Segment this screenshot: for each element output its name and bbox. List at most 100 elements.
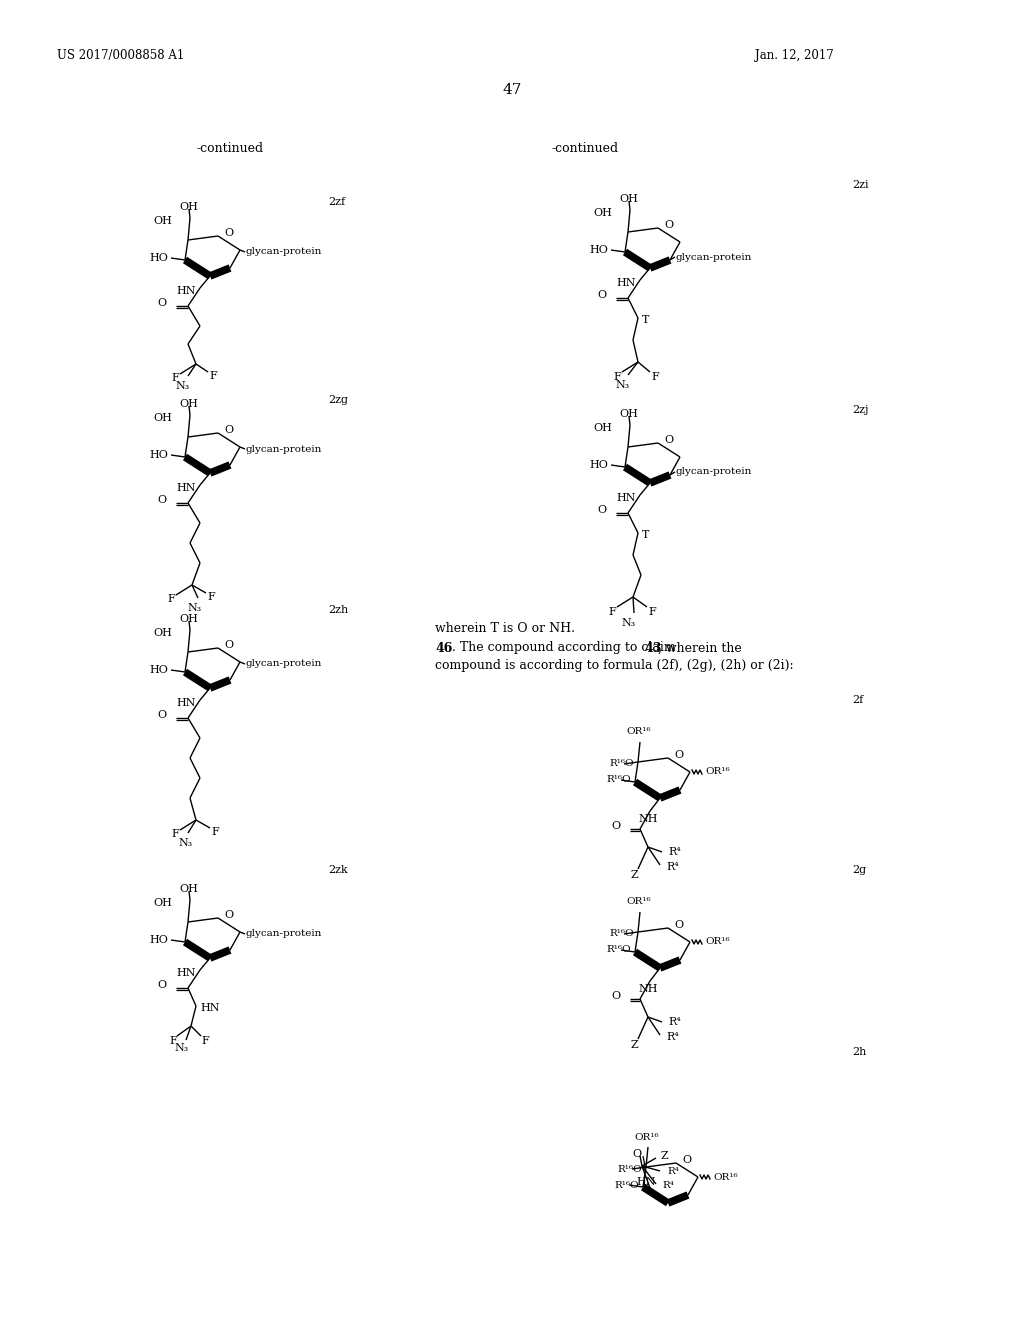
Text: N₃: N₃ (187, 603, 202, 612)
Text: wherein T is O or NH.: wherein T is O or NH. (435, 622, 575, 635)
Text: OH: OH (154, 898, 172, 908)
Text: N₃: N₃ (179, 838, 194, 847)
Text: O: O (597, 290, 606, 300)
Text: OH: OH (154, 216, 172, 226)
Text: NH: NH (638, 983, 657, 994)
Text: Z: Z (630, 870, 638, 880)
Text: HO: HO (150, 253, 168, 263)
Text: O: O (611, 991, 620, 1001)
Text: glycan-protein: glycan-protein (676, 467, 753, 477)
Text: O: O (157, 979, 166, 990)
Text: HN: HN (616, 279, 636, 288)
Text: O: O (664, 220, 673, 230)
Text: HO: HO (150, 935, 168, 945)
Text: R⁴: R⁴ (668, 1016, 681, 1027)
Text: HO: HO (150, 665, 168, 675)
Text: O: O (597, 506, 606, 515)
Text: F: F (211, 828, 219, 837)
Text: O: O (157, 495, 166, 506)
Text: O: O (157, 710, 166, 719)
Text: -continued: -continued (552, 141, 618, 154)
Text: HN: HN (176, 286, 196, 296)
Text: 2zh: 2zh (328, 605, 348, 615)
Text: OR¹⁶: OR¹⁶ (713, 1172, 737, 1181)
Text: 47: 47 (503, 83, 521, 96)
Text: HN: HN (616, 492, 636, 503)
Text: Jan. 12, 2017: Jan. 12, 2017 (755, 49, 834, 62)
Text: F: F (608, 607, 615, 616)
Text: F: F (169, 1036, 177, 1045)
Text: . The compound according to claim: . The compound according to claim (452, 642, 680, 655)
Text: T: T (642, 315, 649, 325)
Text: OR¹⁶: OR¹⁶ (705, 767, 730, 776)
Text: 43: 43 (644, 642, 662, 655)
Text: 2zf: 2zf (328, 197, 345, 207)
Text: glycan-protein: glycan-protein (676, 252, 753, 261)
Text: F: F (209, 371, 217, 381)
Text: OH: OH (154, 628, 172, 638)
Text: 2zg: 2zg (328, 395, 348, 405)
Text: , wherein the: , wherein the (658, 642, 741, 655)
Text: HO: HO (150, 450, 168, 459)
Text: OR¹⁶: OR¹⁶ (705, 937, 730, 946)
Text: OH: OH (620, 409, 638, 418)
Text: HO: HO (589, 246, 608, 255)
Text: OR¹⁶: OR¹⁶ (627, 727, 651, 737)
Text: Z: Z (630, 1040, 638, 1049)
Text: OH: OH (620, 194, 638, 205)
Text: HN: HN (200, 1003, 219, 1012)
Text: 2zj: 2zj (852, 405, 868, 414)
Text: glycan-protein: glycan-protein (246, 929, 323, 939)
Text: O: O (611, 821, 620, 832)
Text: 46: 46 (435, 642, 453, 655)
Text: OH: OH (179, 399, 199, 409)
Text: R⁴: R⁴ (667, 1167, 679, 1176)
Text: 2f: 2f (852, 696, 863, 705)
Text: O: O (157, 298, 166, 308)
Text: glycan-protein: glycan-protein (246, 660, 323, 668)
Text: T: T (642, 531, 649, 540)
Text: R⁴: R⁴ (668, 847, 681, 857)
Text: F: F (171, 374, 179, 383)
Text: OR¹⁶: OR¹⁶ (627, 898, 651, 907)
Text: OH: OH (179, 884, 199, 894)
Text: 2h: 2h (852, 1047, 866, 1057)
Text: O: O (224, 425, 233, 436)
Text: R¹⁶O: R¹⁶O (617, 1164, 642, 1173)
Text: O: O (224, 909, 233, 920)
Text: R¹⁶O: R¹⁶O (606, 776, 631, 784)
Text: HN: HN (176, 968, 196, 978)
Text: N₃: N₃ (622, 618, 636, 628)
Text: Z: Z (660, 1151, 668, 1162)
Text: NH: NH (638, 814, 657, 824)
Text: F: F (207, 591, 215, 602)
Text: O: O (674, 920, 683, 931)
Text: O: O (224, 228, 233, 238)
Text: HN: HN (176, 483, 196, 492)
Text: 2g: 2g (852, 865, 866, 875)
Text: OH: OH (593, 209, 612, 218)
Text: F: F (648, 607, 656, 616)
Text: compound is according to formula (2f), (2g), (2h) or (2i):: compound is according to formula (2f), (… (435, 660, 794, 672)
Text: O: O (664, 436, 673, 445)
Text: R¹⁶O: R¹⁶O (606, 945, 631, 954)
Text: R⁴: R⁴ (662, 1181, 674, 1191)
Text: HN: HN (636, 1177, 655, 1187)
Text: F: F (201, 1036, 209, 1045)
Text: R¹⁶O: R¹⁶O (609, 759, 634, 768)
Text: 2zk: 2zk (328, 865, 348, 875)
Text: O: O (682, 1155, 691, 1166)
Text: N₃: N₃ (176, 381, 190, 391)
Text: F: F (167, 594, 175, 605)
Text: glycan-protein: glycan-protein (246, 445, 323, 454)
Text: N₃: N₃ (615, 380, 630, 389)
Text: N₃: N₃ (175, 1043, 189, 1053)
Text: O: O (633, 1148, 642, 1159)
Text: R¹⁶O: R¹⁶O (609, 929, 634, 939)
Text: OH: OH (179, 614, 199, 624)
Text: HN: HN (176, 698, 196, 708)
Text: -continued: -continued (197, 141, 263, 154)
Text: OH: OH (179, 202, 199, 213)
Text: F: F (171, 829, 179, 840)
Text: HO: HO (589, 459, 608, 470)
